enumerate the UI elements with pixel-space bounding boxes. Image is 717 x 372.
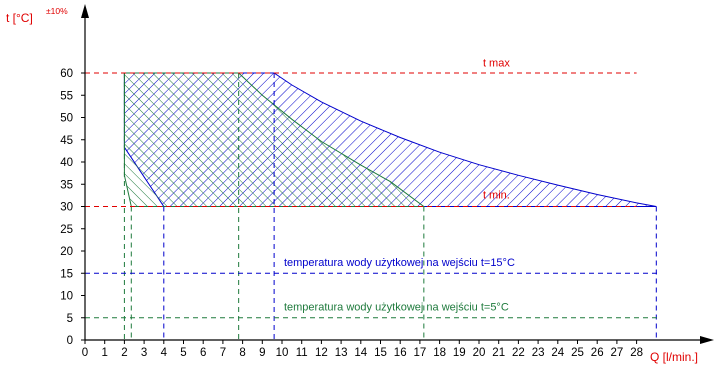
x-tick-label: 7 (220, 347, 226, 359)
reference-lines-layer: t max t min. temperatura wody użytkowej na… (85, 57, 661, 319)
x-axis-label: Q [l/min.] (650, 350, 698, 364)
x-tick-label: 23 (532, 347, 545, 359)
x-tick-label: 1 (101, 347, 107, 359)
x-tick-label: 10 (276, 347, 289, 359)
x-tick-label: 28 (630, 347, 643, 359)
y-tick-label: 35 (60, 179, 73, 191)
y-tick-label: 0 (67, 335, 73, 347)
x-tick-label: 21 (492, 347, 505, 359)
y-tick-label: 30 (60, 202, 73, 214)
x-tick-label: 27 (611, 347, 624, 359)
y-tick-label: 45 (60, 135, 73, 147)
x-tick-label: 4 (161, 347, 168, 359)
x-tick-label: 3 (141, 347, 147, 359)
x-tick-label: 18 (433, 347, 446, 359)
x-tick-label: 15 (374, 347, 387, 359)
reference-line-label-1: t max (483, 57, 510, 69)
axis-titles-layer: t [°C] ±10% Q [l/min.] (6, 6, 698, 364)
y-tick-label: 55 (60, 90, 73, 102)
x-tick-label: 6 (200, 347, 206, 359)
x-tick-label: 9 (259, 347, 265, 359)
y-axis-label-superscript: ±10% (46, 6, 68, 16)
y-tick-label: 15 (60, 268, 73, 280)
reference-line-label-4: temperatura wody użytkowej na wejściu t=… (284, 302, 509, 314)
regions-layer (123, 72, 657, 207)
y-tick-label: 50 (60, 113, 73, 125)
y-tick-label: 40 (60, 157, 73, 169)
x-tick-label: 2 (121, 347, 127, 359)
x-tick-label: 8 (239, 347, 245, 359)
x-tick-label: 20 (473, 347, 486, 359)
y-tick-label: 20 (60, 246, 73, 258)
x-tick-label: 14 (354, 347, 367, 359)
x-tick-label: 5 (180, 347, 186, 359)
y-tick-label: 60 (60, 68, 73, 80)
y-axis-label: t [°C] (6, 11, 33, 25)
x-tick-label: 0 (82, 347, 88, 359)
y-tick-label: 5 (67, 313, 73, 325)
reference-line-label-3: temperatura wody użytkowej na wejściu t=… (284, 257, 515, 269)
x-tick-label: 16 (394, 347, 407, 359)
x-tick-label: 17 (414, 347, 427, 359)
x-tick-label: 25 (571, 347, 584, 359)
x-axis-arrow (700, 336, 714, 344)
x-tick-label: 13 (335, 347, 348, 359)
reference-line-label-2: t min. (483, 189, 510, 201)
axes-layer (81, 4, 714, 344)
x-tick-label: 24 (551, 347, 564, 359)
y-axis-arrow (81, 4, 89, 18)
x-tick-label: 19 (453, 347, 466, 359)
y-tick-label: 10 (60, 291, 73, 303)
x-tick-label: 11 (296, 347, 308, 359)
x-tick-label: 22 (512, 347, 525, 359)
y-tick-label: 25 (60, 224, 73, 236)
x-tick-label: 12 (315, 347, 328, 359)
x-tick-label: 26 (591, 347, 604, 359)
ticks-layer: 0 1 2 3 4 5 6 7 8 9 10 11 12 13 14 15 16 17 18 19 20 21 22 23 24… (60, 68, 643, 359)
